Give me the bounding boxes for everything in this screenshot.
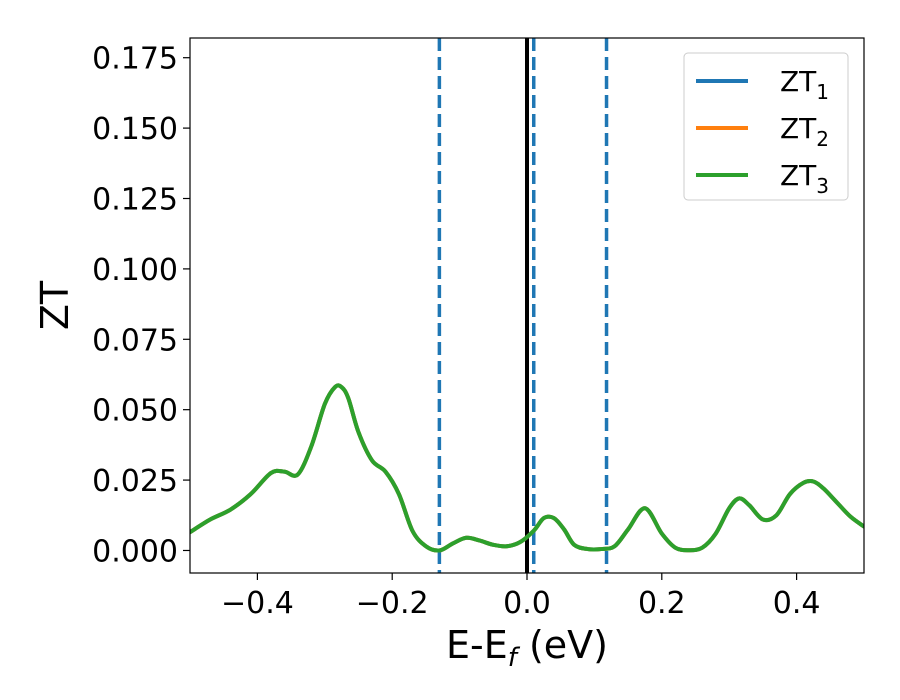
legend-entry-zt2: ZT2 bbox=[696, 112, 829, 151]
legend-label: ZT3 bbox=[780, 159, 829, 198]
y-tick-label: 0.100 bbox=[92, 253, 178, 288]
y-tick-label: 0.125 bbox=[92, 183, 178, 218]
y-tick-label: 0.175 bbox=[92, 42, 178, 77]
y-tick-label: 0.150 bbox=[92, 112, 178, 147]
legend-label: ZT1 bbox=[780, 65, 829, 104]
y-tick-label: 0.025 bbox=[92, 464, 178, 499]
legend-entry-zt1: ZT1 bbox=[696, 65, 829, 104]
y-axis-ticks: 0.000 0.025 0.050 0.075 0.100 0.125 0.150 0.175 bbox=[92, 42, 190, 569]
legend-label: ZT2 bbox=[780, 112, 829, 151]
x-tick-label: −0.4 bbox=[221, 586, 294, 621]
x-axis-title: E-Ef (eV) bbox=[446, 623, 608, 673]
x-tick-label: −0.2 bbox=[356, 586, 429, 621]
y-axis-title: ZT bbox=[33, 280, 77, 330]
y-tick-label: 0.050 bbox=[92, 394, 178, 429]
y-tick-label: 0.000 bbox=[92, 534, 178, 569]
vertical-lines bbox=[437, 38, 609, 573]
series-line-zt3 bbox=[190, 383, 864, 553]
x-tick-label: 0.2 bbox=[638, 586, 686, 621]
x-tick-label: 0.4 bbox=[773, 586, 821, 621]
legend-entry-zt3: ZT3 bbox=[696, 159, 829, 198]
x-axis-ticks: −0.4 −0.2 0.0 0.2 0.4 bbox=[221, 573, 820, 621]
legend: ZT1 ZT2 ZT3 bbox=[683, 52, 849, 201]
legend-box bbox=[683, 52, 849, 201]
series-lines bbox=[190, 383, 864, 553]
y-tick-label: 0.075 bbox=[92, 323, 178, 358]
x-tick-label: 0.0 bbox=[503, 586, 551, 621]
